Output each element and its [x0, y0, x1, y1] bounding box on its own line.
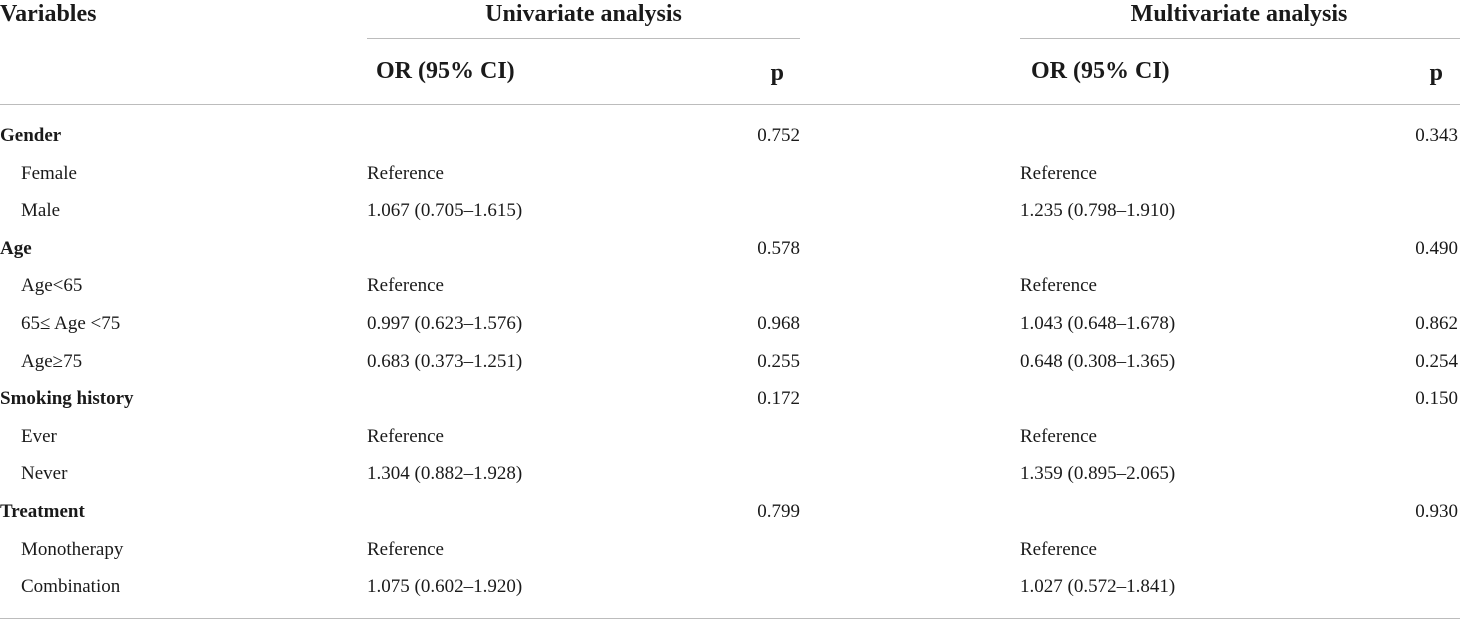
univariate-p-value: 0.799: [757, 501, 800, 522]
header-p-multivariate: p: [1429, 60, 1443, 86]
univariate-p-value: 0.255: [757, 350, 800, 372]
group-label: Smoking history: [0, 388, 134, 410]
header-univariate-analysis: Univariate analysis: [485, 1, 682, 27]
univariate-or-ci: 1.075 (0.602–1.920): [367, 576, 523, 598]
header-bottom-rule: [0, 104, 1460, 105]
category-label: Never: [21, 463, 68, 485]
category-label: Monotherapy: [21, 538, 124, 560]
category-label: Combination: [21, 576, 121, 598]
header-p-univariate: p: [770, 60, 784, 86]
multivariate-p-value: 0.930: [1415, 501, 1458, 522]
univariate-or-ci: 1.304 (0.882–1.928): [367, 463, 523, 485]
multivariate-p-value: 0.254: [1415, 350, 1458, 372]
univariate-p-value: 0.968: [757, 313, 800, 334]
multivariate-or-ci: Reference: [1020, 538, 1097, 560]
univariate-p-value: 0.752: [757, 125, 800, 146]
univariate-or-ci: 1.067 (0.705–1.615): [367, 200, 523, 222]
univariate-or-ci: 0.683 (0.373–1.251): [367, 350, 523, 372]
univariate-or-ci: Reference: [367, 275, 444, 297]
univariate-or-ci: Reference: [367, 162, 444, 184]
multivariate-p-value: 0.862: [1415, 313, 1458, 334]
multivariate-or-ci: 1.359 (0.895–2.065): [1020, 463, 1176, 485]
category-label: Male: [21, 200, 61, 222]
univariate-p-value: 0.578: [757, 237, 800, 259]
multivariate-or-ci: 0.648 (0.308–1.365): [1020, 350, 1176, 372]
univariate-header-rule: [367, 38, 800, 39]
multivariate-or-ci: 1.235 (0.798–1.910): [1020, 200, 1176, 222]
header-variables: Variables: [0, 1, 97, 27]
univariate-or-ci: 0.997 (0.623–1.576): [367, 313, 523, 334]
multivariate-p-value: 0.490: [1415, 237, 1458, 259]
multivariate-or-ci: Reference: [1020, 275, 1097, 297]
multivariate-or-ci: Reference: [1020, 162, 1097, 184]
header-or-ci-multivariate: OR (95% CI): [1031, 58, 1170, 84]
univariate-or-ci: Reference: [367, 425, 444, 447]
univariate-p-value: 0.172: [757, 388, 800, 410]
univariate-or-ci: Reference: [367, 538, 444, 560]
group-label: Gender: [0, 125, 62, 146]
multivariate-p-value: 0.343: [1415, 125, 1458, 146]
multivariate-header-rule: [1020, 38, 1460, 39]
group-label: Age: [0, 237, 32, 259]
header-or-ci-univariate: OR (95% CI): [376, 58, 515, 84]
category-label: Age≥75: [21, 350, 83, 372]
category-label: Age<65: [21, 275, 83, 297]
group-label: Treatment: [0, 501, 85, 522]
multivariate-p-value: 0.150: [1415, 388, 1458, 410]
multivariate-or-ci: 1.027 (0.572–1.841): [1020, 576, 1176, 598]
category-label: Female: [21, 162, 77, 184]
category-label: Ever: [21, 425, 57, 447]
header-multivariate-analysis: Multivariate analysis: [1130, 1, 1348, 27]
category-label: 65≤ Age <75: [21, 313, 121, 334]
multivariate-or-ci: Reference: [1020, 425, 1097, 447]
table-bottom-rule: [0, 618, 1460, 619]
multivariate-or-ci: 1.043 (0.648–1.678): [1020, 313, 1176, 334]
